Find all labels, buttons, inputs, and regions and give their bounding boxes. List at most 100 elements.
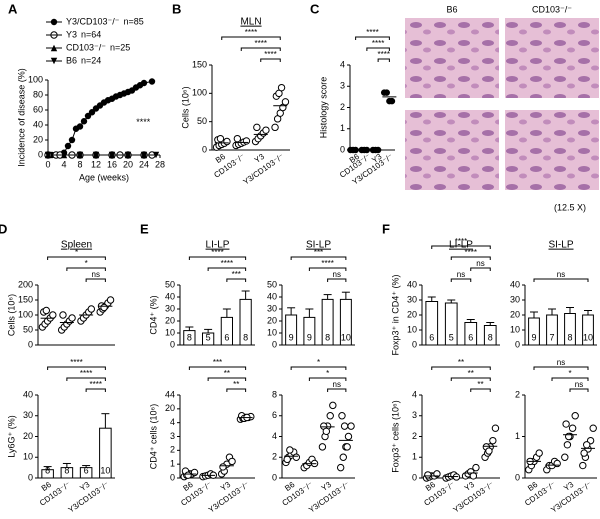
significance-label: * [75,248,78,257]
point [242,137,251,145]
point [49,311,57,319]
significance-label: **** [378,50,390,59]
point [140,151,148,159]
point [340,422,349,430]
y-tick-label: 1 [170,459,175,469]
bar [239,298,252,346]
histology: B6 CD103⁻/⁻ Y3 Y3/CD103⁻/⁻ (12.5 X) [405,4,599,212]
y-tick-label: 80 [33,89,43,99]
y-tick-label: 0 [272,472,277,482]
x-tick-label: 4 [61,159,66,169]
significance-label: ns [333,270,341,279]
legend-label: CD103⁻/⁻ [66,42,106,52]
point [568,424,577,432]
point [92,151,100,159]
significance-label: * [568,369,571,378]
y-tick-label: 0 [170,339,175,349]
point [106,296,115,304]
panel-label: D [0,221,7,236]
significance-label: **** [211,248,223,257]
significance-bracket [207,377,247,381]
y-tick-label: 0 [412,339,417,349]
bar [303,316,316,346]
point [124,151,132,159]
y-tick-label: 10 [407,324,417,334]
significance-label: ns [557,358,565,367]
significance-bracket [221,36,281,40]
significance-bracket [260,58,281,62]
bar [564,313,576,346]
bar-n-label: 10 [341,332,351,342]
histology-image [505,110,599,190]
y-tick-label: 10 [267,327,277,337]
chart-title: LI-LP [206,240,230,251]
significance-bracket [470,388,491,392]
significance-bracket [533,278,589,282]
point [286,446,294,454]
significance-label: **** [264,50,276,59]
y-tick-label: 10 [165,327,175,337]
bar-n-label: 8 [45,465,50,475]
y-tick-label: 6 [272,410,277,420]
legend-n: n=25 [110,42,130,52]
point [344,432,353,441]
y-tick-label: 20 [407,309,417,319]
y-axis-label: Histology score [318,77,328,139]
point [583,441,591,449]
y-tick-label: 50 [23,324,33,334]
point [184,471,192,479]
legend-label: B6 [66,55,77,65]
y-tick-label: 3 [340,81,345,91]
point [347,422,355,430]
point [253,123,261,132]
y-tick-label: 10 [23,452,33,462]
significance-bracket [66,377,106,381]
significance-bracket [85,388,106,392]
significance-bracket [47,366,106,370]
y-tick-label: 50 [165,279,175,289]
significance-label: **** [90,380,102,389]
histology-image [405,18,499,98]
y-tick-label: 20 [23,431,33,441]
y-tick-label: 1 [515,431,520,441]
point [76,123,84,130]
point [329,401,337,410]
significance-label: **** [245,28,257,37]
significance-bracket [533,366,589,370]
y-tick-label: 30 [407,294,417,304]
bar-n-label: 5 [206,332,211,342]
point [562,420,570,428]
point [233,134,242,143]
significance-bracket [569,388,589,392]
significance-bracket [66,267,106,271]
y-axis-label: CD4⁺ cells (10⁶) [148,404,158,469]
bar [321,298,334,346]
x-tick-label: 0 [45,159,50,169]
point [472,463,480,472]
point [491,424,500,432]
chart-title: MLN [240,17,261,28]
y-tick-label: 60 [33,104,43,114]
x-axis-label: Age (weeks) [79,172,129,182]
point [148,78,156,85]
significance-label: **** [321,259,333,268]
y-tick-label: 0 [28,339,33,349]
y-tick-label: 2 [170,445,175,455]
significance-bracket [240,47,281,51]
chart-title: SI-LP [306,240,331,251]
panel-label: B [172,1,181,16]
point [469,472,478,480]
y-tick-label: 20 [165,315,175,325]
bar-n-label: 8 [488,332,493,342]
y-tick-label: 2 [340,102,345,112]
y-tick-label: 40 [407,279,417,289]
significance-bracket [366,47,390,51]
significance-label: ns [333,380,341,389]
point [42,306,51,315]
y-tick-label: 4 [412,389,417,399]
panel-label: A [8,1,18,16]
bar-n-label: 10 [583,332,593,342]
bar [99,427,112,479]
bar [528,317,540,346]
bar-n-label: 8 [187,332,192,342]
